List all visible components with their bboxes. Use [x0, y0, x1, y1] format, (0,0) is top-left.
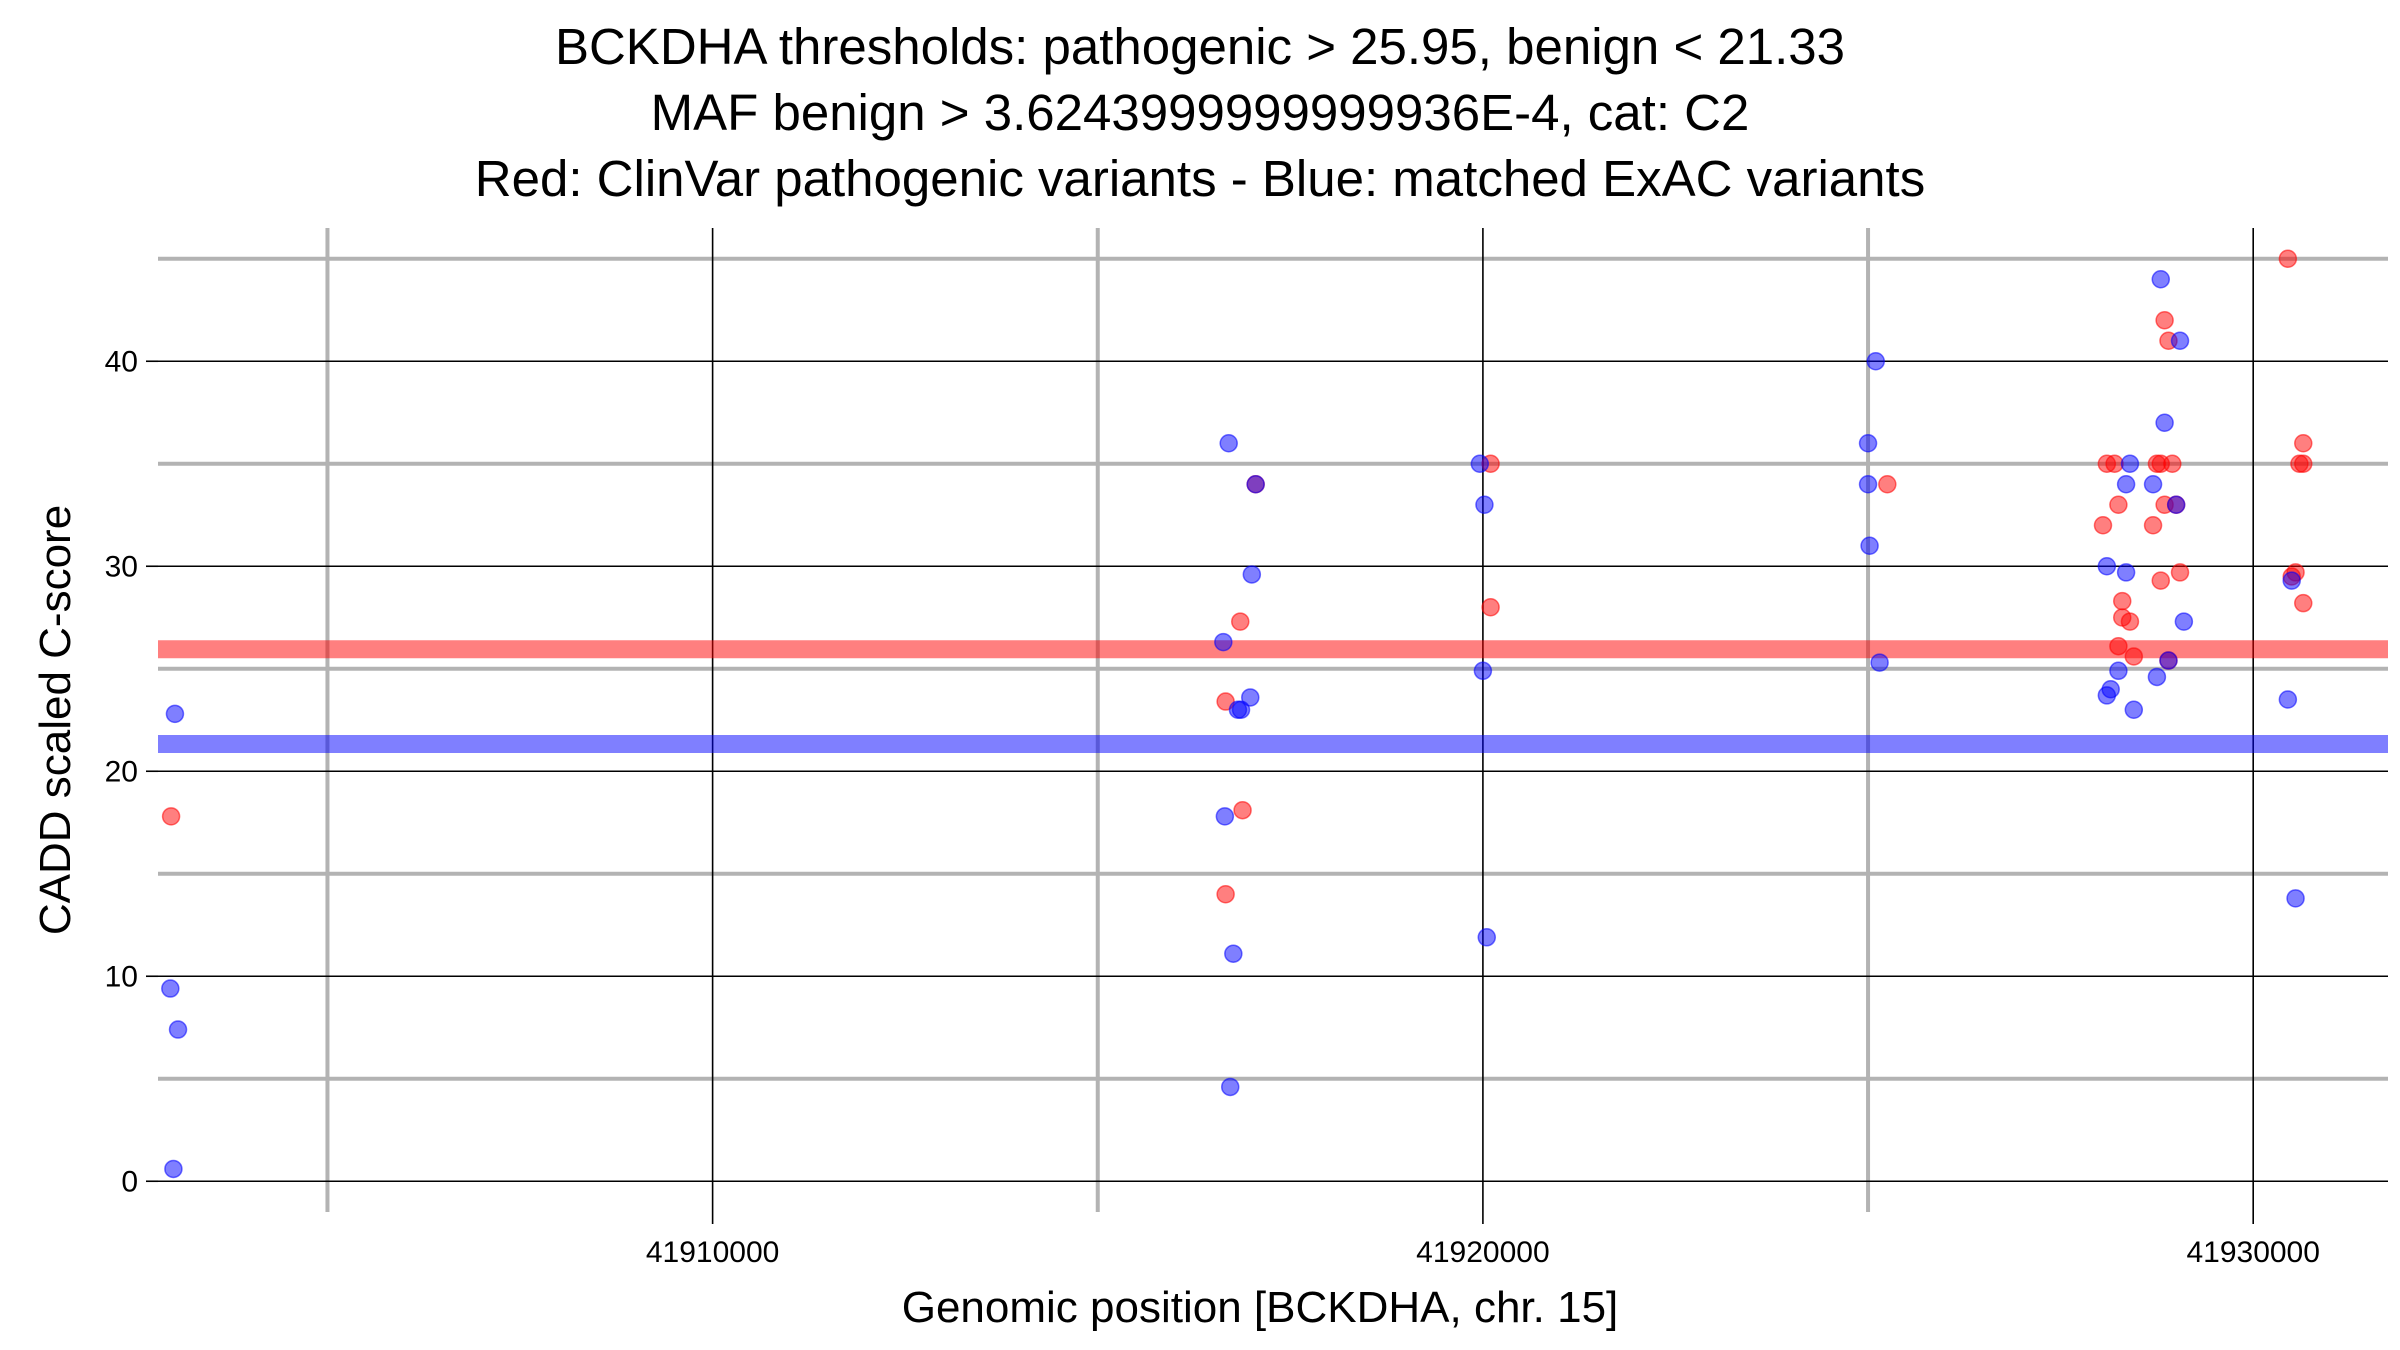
benign-point	[2109, 661, 2128, 681]
y-tick-label: 20	[105, 755, 138, 788]
benign-point	[1215, 807, 1235, 826]
y-tick-label: 10	[105, 960, 138, 993]
benign-point	[1246, 475, 1265, 494]
y-tick-label: 30	[105, 550, 138, 583]
benign-point	[2116, 563, 2136, 582]
benign-point	[1214, 632, 1233, 652]
chart-title-line-2: MAF benign > 3.6243999999999936E-4, cat:…	[650, 84, 1750, 141]
benign-point	[161, 979, 180, 998]
benign-point	[2097, 557, 2117, 576]
benign-point	[2170, 331, 2190, 350]
y-axis: 0 10 20 30 40	[105, 345, 158, 1198]
benign-point	[1858, 434, 1878, 453]
data-points	[161, 249, 2313, 1179]
pathogenic-point	[2294, 454, 2313, 473]
pathogenic-point	[1878, 475, 1897, 494]
benign-point	[164, 1159, 183, 1179]
benign-point	[1860, 536, 1879, 555]
benign-point	[1475, 495, 1494, 514]
benign-point	[1242, 565, 1262, 584]
benign-point	[2159, 651, 2178, 670]
pathogenic-point	[2278, 249, 2298, 268]
x-tick-label: 41930000	[2186, 1236, 2319, 1269]
benign-point	[2147, 667, 2167, 687]
benign-point	[1220, 1077, 1240, 1097]
minor-grid	[158, 228, 2388, 1212]
y-tick-label: 40	[105, 345, 138, 378]
pathogenic-point	[2112, 591, 2132, 611]
benign-point	[2166, 495, 2186, 514]
pathogenic-point	[161, 807, 181, 826]
benign-point	[2120, 454, 2140, 473]
benign-point	[2151, 270, 2171, 289]
pathogenic-point	[2170, 563, 2190, 582]
pathogenic-point	[1216, 885, 1235, 904]
benign-point	[165, 704, 185, 724]
x-tick-label: 41910000	[646, 1236, 779, 1269]
benign-point	[1858, 475, 1878, 494]
pathogenic-point	[1231, 612, 1250, 631]
benign-point	[2174, 612, 2194, 631]
pathogenic-point	[1481, 598, 1500, 617]
y-tick-label: 0	[121, 1165, 138, 1198]
pathogenic-point	[2163, 454, 2182, 473]
benign-point	[2155, 413, 2174, 432]
benign-point	[1870, 653, 1889, 672]
benign-point	[2278, 690, 2298, 709]
benign-point	[2124, 700, 2144, 719]
chart-title-line-3: Red: ClinVar pathogenic variants - Blue:…	[474, 150, 1926, 207]
x-tick-label: 41920000	[1416, 1236, 1549, 1269]
pathogenic-point	[2124, 647, 2144, 666]
benign-point	[1470, 454, 1490, 473]
benign-point	[1473, 661, 1493, 681]
pathogenic-point	[2120, 612, 2140, 631]
x-axis-title: Genomic position [BCKDHA, chr. 15]	[902, 1283, 1619, 1332]
y-axis-title: CADD scaled C-score	[31, 505, 80, 935]
benign-point	[1866, 352, 1886, 371]
benign-point	[1231, 700, 1251, 719]
benign-point	[1219, 434, 1238, 453]
pathogenic-point	[2294, 434, 2313, 453]
pathogenic-point	[2109, 636, 2128, 656]
benign-point	[2143, 475, 2163, 494]
pathogenic-point	[1233, 800, 1252, 820]
benign-point	[2116, 475, 2136, 494]
x-axis: 41910000 41920000 41930000	[646, 1212, 2320, 1269]
benign-point	[168, 1020, 188, 1039]
benign-point	[2282, 571, 2301, 590]
pathogenic-point	[2151, 571, 2171, 590]
major-grid	[158, 228, 2388, 1212]
pathogenic-point	[2155, 311, 2174, 330]
benign-point	[1477, 928, 1497, 947]
pathogenic-point	[2294, 593, 2313, 613]
threshold-lines	[158, 640, 2388, 753]
benign-point	[1224, 944, 1243, 963]
benign-point	[2101, 680, 2120, 699]
chart-title: BCKDHA thresholds: pathogenic > 25.95, b…	[0, 14, 2400, 212]
pathogenic-point	[2105, 454, 2124, 473]
benign-point	[1241, 688, 1260, 707]
pathogenic-point	[2143, 516, 2163, 535]
pathogenic-point	[2109, 495, 2128, 514]
chart-title-line-1: BCKDHA thresholds: pathogenic > 25.95, b…	[554, 18, 1846, 75]
benign-point	[2286, 889, 2305, 908]
pathogenic-point	[2093, 516, 2113, 535]
